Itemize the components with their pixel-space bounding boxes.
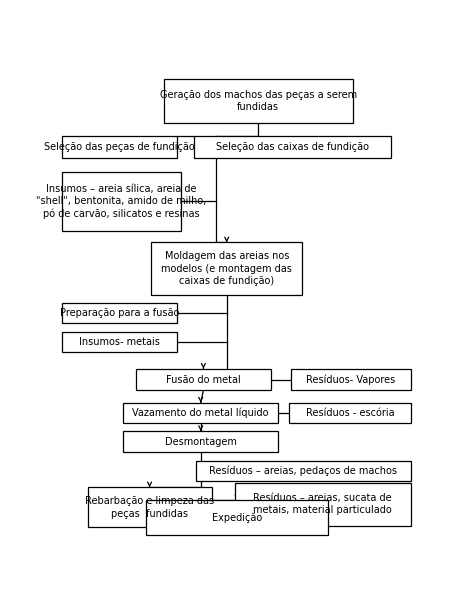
FancyBboxPatch shape: [289, 403, 411, 423]
FancyBboxPatch shape: [62, 172, 180, 231]
Text: Seleção das caixas de fundição: Seleção das caixas de fundição: [216, 142, 369, 152]
FancyBboxPatch shape: [164, 79, 352, 123]
Text: Geração dos machos das peças a serem
fundidas: Geração dos machos das peças a serem fun…: [159, 90, 357, 113]
Text: Moldagem das areias nos
modelos (e montagem das
caixas de fundição): Moldagem das areias nos modelos (e monta…: [161, 252, 292, 286]
FancyBboxPatch shape: [136, 369, 271, 390]
FancyBboxPatch shape: [62, 332, 177, 352]
FancyBboxPatch shape: [62, 303, 177, 323]
FancyBboxPatch shape: [196, 461, 411, 481]
Text: Fusão do metal: Fusão do metal: [166, 375, 241, 384]
FancyBboxPatch shape: [87, 487, 212, 527]
Text: Insumos- metais: Insumos- metais: [79, 337, 160, 347]
Text: Expedição: Expedição: [212, 513, 262, 523]
FancyBboxPatch shape: [123, 431, 278, 452]
Text: Resíduos- Vapores: Resíduos- Vapores: [306, 375, 395, 385]
FancyBboxPatch shape: [235, 483, 411, 526]
Text: Resíduos – areias, pedaços de machos: Resíduos – areias, pedaços de machos: [209, 466, 398, 476]
Text: Seleção das peças de fundição: Seleção das peças de fundição: [44, 142, 195, 152]
Text: Rebarbação e limpeza das
peças  fundidas: Rebarbação e limpeza das peças fundidas: [85, 496, 214, 518]
FancyBboxPatch shape: [151, 242, 302, 295]
Text: Desmontagem: Desmontagem: [165, 437, 237, 446]
Text: Preparação para a fusão: Preparação para a fusão: [60, 308, 179, 317]
Text: Insumos – areia sílica, areia de
"shell", bentonita, amido de milho,
pó de carvã: Insumos – areia sílica, areia de "shell"…: [36, 183, 206, 219]
FancyBboxPatch shape: [146, 501, 328, 535]
FancyBboxPatch shape: [62, 136, 177, 158]
FancyBboxPatch shape: [194, 136, 392, 158]
Text: Resíduos - escória: Resíduos - escória: [306, 407, 394, 418]
Text: Resíduos – areias, sucata de
metais, material particulado: Resíduos – areias, sucata de metais, mat…: [253, 493, 392, 515]
FancyBboxPatch shape: [291, 369, 411, 390]
Text: Vazamento do metal líquido: Vazamento do metal líquido: [133, 407, 269, 418]
FancyBboxPatch shape: [123, 403, 278, 423]
